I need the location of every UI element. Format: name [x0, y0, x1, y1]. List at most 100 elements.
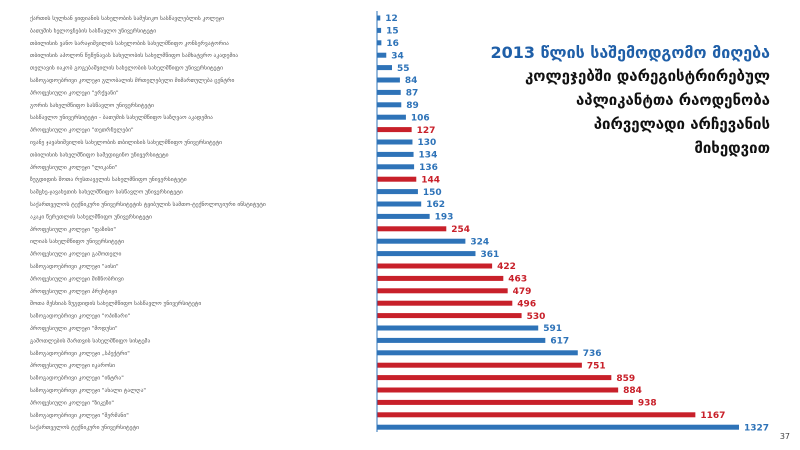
value-label: 463: [508, 275, 527, 285]
value-label: 361: [480, 250, 499, 260]
bar: [377, 288, 508, 294]
bar: [377, 176, 417, 182]
bar: [377, 387, 619, 393]
category-label: სასწავლო უნივერსიტეტი - ბათუმის სახელმწი…: [30, 114, 213, 121]
value-label: 1327: [744, 423, 769, 433]
bar: [377, 27, 382, 33]
bar: [377, 424, 739, 430]
bar: [377, 350, 578, 356]
category-label: პროფესიული კოლეჯი "მოდუსი": [30, 325, 118, 332]
category-label: თელავის იაკობ გოგებაშვილის სახელობის სახ…: [30, 65, 223, 72]
category-label: შოთა მესხიას ზუგდიდის სახელმწიფო სასწავლ…: [30, 300, 201, 307]
category-label: ბათუმის ხელოვნების სასწავლო უნივერსიტეტი: [30, 27, 156, 34]
value-label: 479: [513, 287, 532, 297]
category-label: ივანე ჯავახიშვილის სახელობის თბილისის სა…: [30, 139, 222, 146]
value-label: 530: [527, 312, 546, 322]
bar: [377, 226, 447, 232]
category-label: ზუგდიდის შოთა რუსთაველის სახელმწიფო უნივ…: [30, 176, 187, 183]
category-label: პროფესიული კოლეჯი იკაროსი: [30, 362, 115, 369]
value-label: 884: [623, 386, 642, 396]
bar: [377, 139, 413, 145]
category-label: სამცხე-ჯავახეთის სახელმწიფო სასწავლო უნი…: [30, 189, 183, 196]
category-label: გამოთლების მართვის სახელმწიფო სისტემა: [30, 337, 150, 344]
bar: [377, 77, 400, 83]
value-label: 12: [385, 14, 398, 24]
value-label: 55: [397, 64, 410, 74]
bar: [377, 263, 493, 269]
category-label: პროფესიული კოლეჯი "ერქვანი": [30, 89, 119, 96]
value-label: 617: [550, 337, 569, 347]
category-label: პროფესიული კოლეჯი "ლიკანი": [30, 164, 118, 171]
category-label: პროფესიული კოლეჯი "ფაზისი": [30, 226, 116, 233]
category-label: საზოგადოებრივი კოლეჯი "ინტრა": [30, 375, 124, 382]
chart-title-line-1: 2013 წლის საშემოდგომო მიღება: [490, 43, 770, 62]
value-label: 591: [543, 324, 562, 334]
category-label: პროფესიული კოლეჯი გამოთელი: [30, 251, 121, 258]
bar: [377, 213, 430, 219]
value-label: 144: [421, 175, 440, 185]
bar: [377, 412, 696, 418]
category-label: აკაკი წერეთლის სახელმწიფო უნივერსიტეტი: [30, 213, 152, 220]
value-label: 751: [587, 361, 606, 371]
bar: [377, 102, 402, 108]
bar: [377, 151, 414, 157]
bar: [377, 238, 466, 244]
bar: [377, 189, 418, 195]
chart-title-line-5: მიხედვით: [694, 139, 770, 157]
category-label: ილიას სახელმწიფო უნივერსიტეტი: [30, 238, 124, 245]
category-label: თბილისის სახელმწიფო სამედიცინო უნივერსიტ…: [30, 151, 169, 158]
value-label: 16: [386, 39, 399, 49]
value-label: 89: [406, 101, 419, 111]
page-number: 37: [779, 432, 790, 441]
category-label: საზოგადოებრივი კოლეჯი გლობალის მრთელებელ…: [30, 77, 234, 84]
value-label: 106: [411, 113, 430, 123]
category-label: პროფესიული კოლეჯი პრესტიჟი: [30, 288, 117, 295]
value-label: 193: [435, 213, 454, 223]
chart-title-line-3: აპლიკანტთა რაოდენობა: [575, 91, 770, 109]
value-label: 324: [470, 237, 489, 247]
category-label: საქართველოს ტექნიკური უნივერსიტეტი: [30, 424, 139, 431]
value-label: 1167: [700, 411, 725, 421]
bar: [377, 114, 406, 120]
category-label: ქართის სულხან ყიფიანის სახელობის სამუსიკ…: [30, 15, 224, 22]
value-label: 254: [451, 225, 470, 235]
bar: [377, 300, 513, 306]
bar: [377, 313, 522, 319]
category-label: პროფესიული კოლეჯი "თეთრნულები": [30, 127, 134, 134]
bar: [377, 127, 412, 133]
value-label: 938: [638, 399, 657, 409]
bar: [377, 40, 382, 46]
chart-title-line-4: პირველადი არჩევანის: [593, 115, 770, 133]
category-label: საზოგადოებრივი კოლეჯი „სპექტრი": [30, 350, 130, 357]
value-label: 15: [386, 27, 399, 37]
value-label: 150: [423, 188, 442, 198]
value-label: 859: [616, 374, 635, 384]
category-label: თბილისის ვანო სარაჯიშვილის სახელობის სახ…: [30, 40, 229, 47]
bar: [377, 201, 422, 207]
bar: [377, 164, 415, 170]
category-label: საზოგადოებრივი კოლეჯი "შერმანი": [30, 412, 129, 419]
value-label: 130: [417, 138, 436, 148]
bar: [377, 325, 539, 331]
bar: [377, 65, 393, 71]
category-label: საქართველოს ტექნიკური უნივერსიტეტის ტყიბ…: [30, 201, 266, 208]
value-label: 134: [419, 151, 438, 161]
bar: [377, 375, 612, 381]
value-label: 84: [405, 76, 418, 86]
bar: [377, 52, 387, 58]
category-label: პროფესიული კოლეჯი "ზიკეზი": [30, 399, 114, 406]
value-label: 496: [517, 299, 536, 309]
bar: [377, 15, 381, 21]
value-label: 162: [426, 200, 445, 210]
bar: [377, 362, 582, 368]
chart-title: 2013 წლის საშემოდგომო მიღება კოლეჯებში დ…: [455, 42, 770, 160]
value-label: 136: [419, 163, 438, 173]
bar: [377, 89, 401, 95]
value-label: 127: [417, 126, 436, 136]
value-label: 34: [391, 51, 404, 61]
category-label: საზოგადოებრივი კოლეჯი "ოპიზარი": [30, 313, 131, 320]
value-label: 736: [583, 349, 602, 359]
bar: [377, 399, 633, 405]
category-label: საზოგადოებრივი კოლეჯი "აისი": [30, 263, 119, 270]
chart-title-line-2: კოლეჯებში დარეგისტრირებულ: [524, 67, 770, 85]
